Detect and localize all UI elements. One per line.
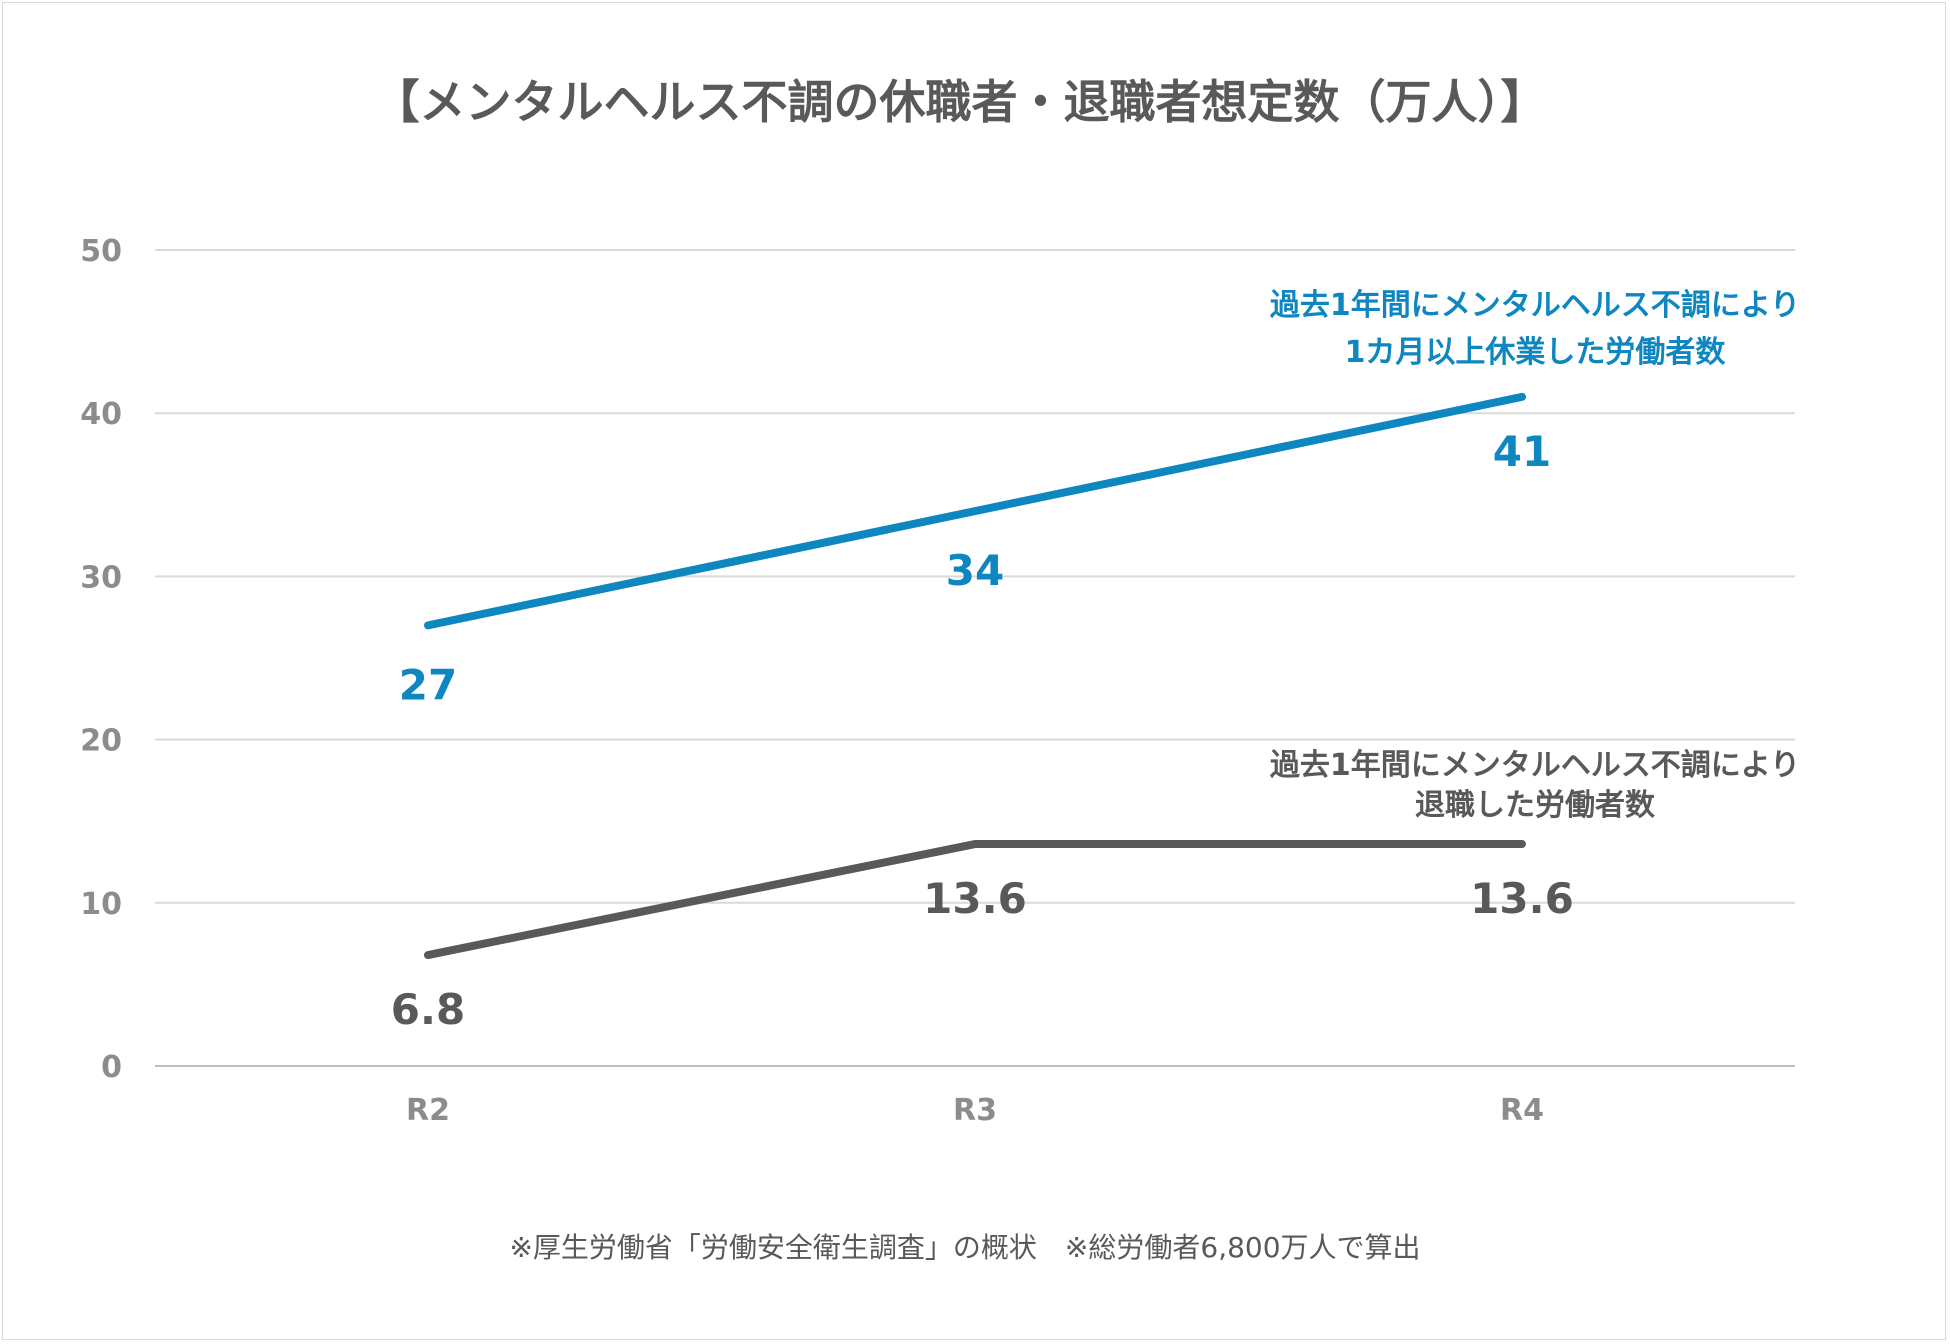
series-annotation-1-line-1: 過去1年間にメンタルヘルス不調により: [1270, 288, 1800, 323]
series-annotations: 過去1年間にメンタルヘルス不調により1カ月以上休業した労働者数過去1年間にメンタ…: [1270, 288, 1800, 823]
y-tick-label: 50: [80, 234, 122, 269]
series-annotation-1-line-2: 1カ月以上休業した労働者数: [1345, 335, 1727, 370]
x-axis-ticks: R2 R3 R4: [406, 1093, 1544, 1128]
data-label-s1-R3: 34: [946, 546, 1004, 595]
data-label-s1-R2: 27: [399, 660, 457, 709]
y-axis-ticks: 0 10 20 30 40 50: [80, 234, 122, 1085]
data-label-s2-R3: 13.6: [923, 874, 1027, 923]
y-tick-label: 10: [80, 887, 122, 922]
x-tick-label: R2: [406, 1093, 450, 1128]
y-tick-label: 0: [101, 1050, 122, 1085]
data-label-s2-R4: 13.6: [1470, 874, 1574, 923]
x-tick-label: R4: [1500, 1093, 1544, 1128]
data-label-s1-R4: 41: [1493, 427, 1551, 476]
data-label-s2-R2: 6.8: [391, 985, 465, 1034]
series-line-2: [424, 840, 1526, 960]
gridlines: [155, 249, 1795, 1067]
y-tick-label: 40: [80, 397, 122, 432]
series-line-1: [424, 392, 1526, 630]
x-tick-label: R3: [953, 1093, 997, 1128]
footnote: ※厚生労働省「労働安全衛生調査」の概状 ※総労働者6,800万人で算出: [509, 1231, 1420, 1264]
series-group: 27 34 41 6.8 13.6 13.6: [391, 392, 1574, 1034]
series-annotation-2-line-1: 過去1年間にメンタルヘルス不調により: [1270, 748, 1800, 783]
series-annotation-2-line-2: 退職した労働者数: [1415, 788, 1656, 823]
chart-title: 【メンタルヘルス不調の休職者・退職者想定数（万人）】: [374, 75, 1547, 129]
y-tick-label: 30: [80, 560, 122, 595]
y-tick-label: 20: [80, 724, 122, 759]
